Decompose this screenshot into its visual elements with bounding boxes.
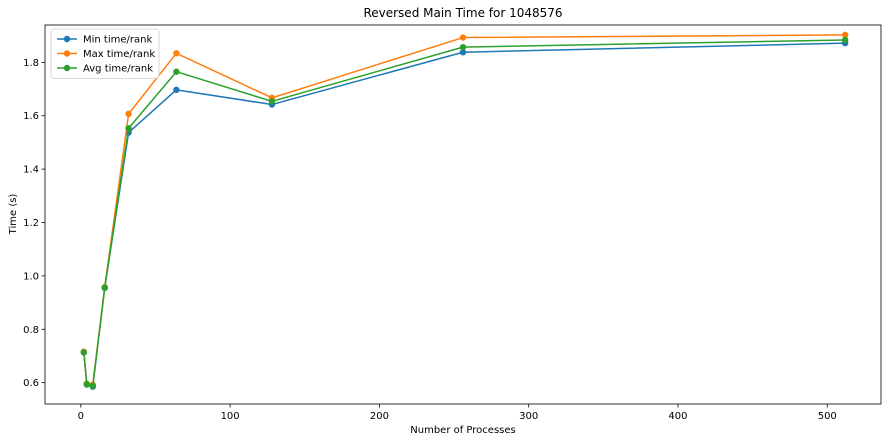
y-tick-label: 1.2 (23, 218, 39, 229)
data-point (268, 98, 276, 105)
y-tick-label: 1.6 (23, 111, 39, 122)
y-tick-label: 1.4 (23, 165, 39, 176)
data-point (83, 381, 91, 388)
legend-marker (63, 64, 71, 72)
legend: Min time/rank Max time/rank Avg time/rank (50, 28, 160, 79)
y-axis-label: Time (s) (8, 194, 19, 236)
series-layer (80, 31, 849, 390)
data-point (173, 50, 180, 57)
x-tick-label: 100 (221, 411, 240, 422)
legend-marker (63, 35, 71, 43)
data-point (173, 68, 180, 75)
legend-marker (63, 50, 71, 57)
y-axis: 0.6 0.8 1.0 1.2 1.4 1.6 1.8 (23, 58, 45, 389)
legend-label: Max time/rank (83, 49, 155, 60)
x-tick-label: 500 (818, 411, 837, 422)
y-tick-label: 0.8 (23, 325, 39, 336)
plot-frame (44, 24, 882, 405)
plot-area (44, 24, 882, 405)
chart-title: Reversed Main Time for 1048576 (363, 6, 562, 20)
legend-box (50, 28, 160, 79)
x-tick-label: 400 (668, 411, 687, 422)
y-tick-label: 1.8 (23, 58, 39, 69)
legend-label: Min time/rank (83, 35, 152, 46)
x-tick-label: 0 (78, 411, 84, 422)
y-tick-label: 0.6 (23, 378, 39, 389)
data-point (841, 31, 849, 39)
data-point (125, 125, 132, 132)
data-point (459, 43, 467, 51)
data-point (459, 34, 467, 41)
data-point (101, 284, 108, 291)
x-tick-label: 300 (519, 411, 538, 422)
data-point (89, 382, 96, 390)
x-axis: 0 100 200 300 400 500 (78, 404, 837, 422)
legend-label: Avg time/rank (83, 64, 153, 75)
data-point (841, 36, 849, 44)
series-3 (80, 36, 849, 390)
data-point (173, 86, 180, 94)
x-axis-label: Number of Processes (410, 425, 515, 436)
data-point (80, 349, 88, 356)
data-point (459, 49, 467, 56)
x-tick-label: 200 (370, 411, 389, 422)
y-tick-label: 1.0 (23, 271, 39, 282)
data-point (125, 110, 132, 118)
